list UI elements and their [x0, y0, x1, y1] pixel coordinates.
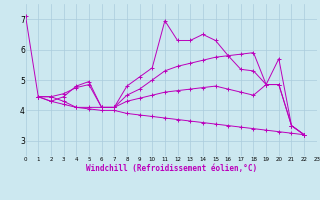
- X-axis label: Windchill (Refroidissement éolien,°C): Windchill (Refroidissement éolien,°C): [86, 164, 257, 173]
